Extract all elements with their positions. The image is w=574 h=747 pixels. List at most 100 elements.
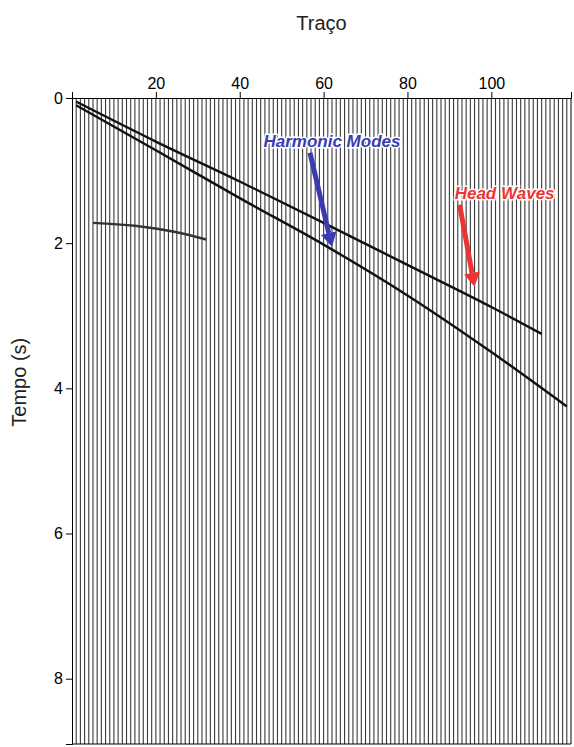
tick-label: 0 (54, 90, 63, 107)
trace (445, 98, 446, 744)
trace (369, 98, 370, 744)
trace (80, 98, 81, 744)
trace (105, 98, 106, 744)
trace (256, 98, 257, 744)
annotation: Head Waves (455, 184, 555, 203)
tick-mark (156, 92, 157, 98)
arrow (460, 205, 472, 273)
trace (378, 98, 379, 744)
trace (440, 98, 441, 744)
trace (432, 98, 433, 744)
trace (290, 98, 291, 744)
tick-mark (324, 92, 325, 98)
trace (134, 98, 135, 744)
trace (92, 98, 93, 744)
trace (273, 98, 274, 744)
trace (449, 98, 450, 744)
plot: 2040608010002468 (54, 75, 571, 745)
frame (571, 98, 572, 744)
trace (411, 98, 412, 744)
trace (197, 98, 198, 744)
tick: 4 (54, 380, 72, 397)
trace (348, 98, 349, 744)
trace (298, 98, 299, 744)
trace (331, 98, 332, 744)
trace (126, 98, 127, 744)
x-axis: 20406080100 (73, 75, 572, 99)
tick: 0 (54, 90, 72, 107)
frame (72, 744, 571, 745)
trace (323, 98, 324, 744)
trace (419, 98, 420, 744)
trace (189, 98, 190, 744)
tick-mark (491, 92, 492, 98)
tick: 8 (54, 670, 72, 687)
trace (327, 98, 328, 744)
trace (172, 98, 173, 744)
tick: 2 (54, 235, 72, 252)
trace (160, 98, 161, 744)
tick-label: 2 (54, 235, 63, 252)
trace (415, 98, 416, 744)
arrow (310, 153, 329, 233)
trace (218, 98, 219, 744)
trace (76, 98, 77, 744)
trace (344, 98, 345, 744)
tick-mark (66, 243, 72, 244)
trace (340, 98, 341, 744)
trace (352, 98, 353, 744)
tick-mark (66, 388, 72, 389)
trace (394, 98, 395, 744)
trace (101, 98, 102, 744)
trace (294, 98, 295, 744)
trace (180, 98, 181, 744)
trace (436, 98, 437, 744)
trace (84, 98, 85, 744)
trace (88, 98, 89, 744)
trace (407, 98, 408, 744)
event (93, 223, 206, 240)
trace (248, 98, 249, 744)
trace (206, 98, 207, 744)
trace (193, 98, 194, 744)
axis-line (66, 99, 73, 745)
trace (336, 98, 337, 744)
tick: 100 (478, 75, 505, 98)
trace (315, 98, 316, 744)
trace (390, 98, 391, 744)
axis-title: Traço (296, 12, 346, 34)
arrow-head (321, 231, 337, 246)
trace (185, 98, 186, 744)
annotation: Harmonic Modes (263, 132, 400, 151)
trace (122, 98, 123, 744)
trace (399, 98, 400, 744)
trace (130, 98, 131, 744)
trace (252, 98, 253, 744)
trace (428, 98, 429, 744)
tick: 80 (399, 75, 417, 98)
tick-label: 6 (54, 525, 63, 542)
trace (281, 98, 282, 744)
data-area (76, 98, 567, 744)
trace (373, 98, 374, 744)
axis-line (73, 92, 572, 99)
trace (558, 98, 559, 744)
trace (243, 98, 244, 744)
tick-mark (66, 534, 72, 535)
trace (109, 98, 110, 744)
trace (214, 98, 215, 744)
tick-label: 8 (54, 670, 63, 687)
trace (382, 98, 383, 744)
event (76, 105, 567, 406)
trace (118, 98, 119, 744)
chart: 2040608010002468TraçoTempo (s)Harmonic M… (0, 0, 574, 747)
trace (386, 98, 387, 744)
tick: 60 (315, 75, 333, 98)
trace (260, 98, 261, 744)
trace (310, 98, 311, 744)
trace (222, 98, 223, 744)
trace (97, 98, 98, 744)
trace (285, 98, 286, 744)
trace (147, 98, 148, 744)
trace (176, 98, 177, 744)
